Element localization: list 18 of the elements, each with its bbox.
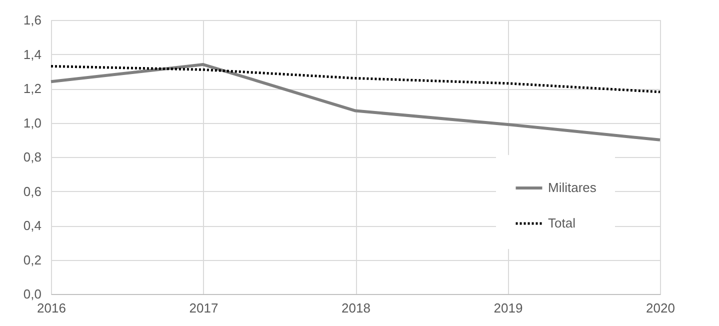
x-tick-label: 2018 bbox=[342, 300, 370, 316]
y-tick-label: 1,6 bbox=[23, 12, 42, 28]
y-tick-label: 1,0 bbox=[23, 115, 42, 130]
y-tick-label: 1,2 bbox=[23, 81, 42, 96]
y-tick-label: 0,2 bbox=[23, 252, 42, 268]
x-tick-label: 2020 bbox=[646, 300, 675, 316]
line-series bbox=[50, 64, 662, 94]
x-tick-label: 2016 bbox=[37, 300, 66, 316]
x-tick-label: 2017 bbox=[189, 300, 218, 316]
y-tick-label: 0,8 bbox=[23, 150, 42, 164]
legend-label: Militares bbox=[548, 180, 597, 195]
y-tick-label: 0,4 bbox=[23, 218, 42, 233]
y-tick-label: 0,6 bbox=[23, 184, 42, 199]
x-tick-label: 2019 bbox=[494, 300, 523, 316]
y-tick-label: 0,0 bbox=[23, 286, 42, 302]
line-series bbox=[50, 63, 662, 142]
y-tick-label: 1,4 bbox=[23, 46, 42, 62]
legend-label: Total bbox=[548, 216, 576, 230]
